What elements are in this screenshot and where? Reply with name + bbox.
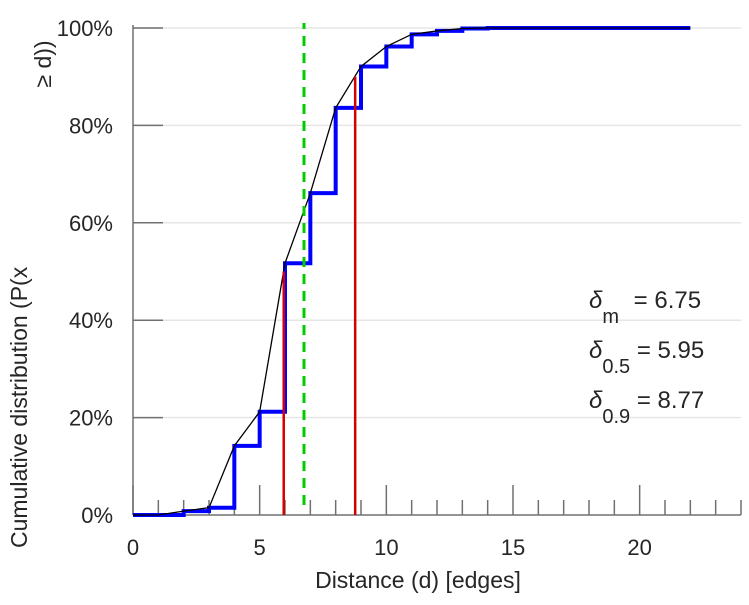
annotations: δm = 6.75 δ0.5 = 5.95 δ0.9 = 8.77 <box>589 287 704 428</box>
axes <box>132 25 742 516</box>
y-tick-label: 20% <box>69 406 113 431</box>
y-tick-label: 0% <box>81 503 113 528</box>
y-tick-label: 60% <box>69 211 113 236</box>
x-axis-label: Distance (d) [edges] <box>315 567 521 593</box>
x-tick-label: 10 <box>374 535 398 560</box>
y-tick-label: 80% <box>69 113 113 138</box>
y-tick-label: 40% <box>69 308 113 333</box>
x-tick-label: 5 <box>254 535 266 560</box>
series <box>133 26 691 517</box>
tick-labels: 0% 20% 40% 60% 80% 100% 0 5 10 15 20 <box>57 16 652 560</box>
step-cdf-line <box>133 26 691 517</box>
annotation-0-9: δ0.9 = 8.77 <box>589 387 704 428</box>
x-tick-label: 15 <box>501 535 525 560</box>
x-tick-label: 20 <box>627 535 651 560</box>
grid <box>133 27 741 419</box>
annotation-0-5: δ0.5 = 5.95 <box>589 337 704 378</box>
y-tick-label: 100% <box>57 16 113 41</box>
x-tick-label: 0 <box>127 535 139 560</box>
y-axis-label-line1: Cumulative distribution (P(x <box>6 266 32 548</box>
annotation-m: δm = 6.75 <box>589 287 701 328</box>
interpolated-cdf-line <box>133 27 691 516</box>
marker-lines <box>282 23 357 515</box>
y-axis-label-line2: ≥ d)) <box>30 40 56 87</box>
